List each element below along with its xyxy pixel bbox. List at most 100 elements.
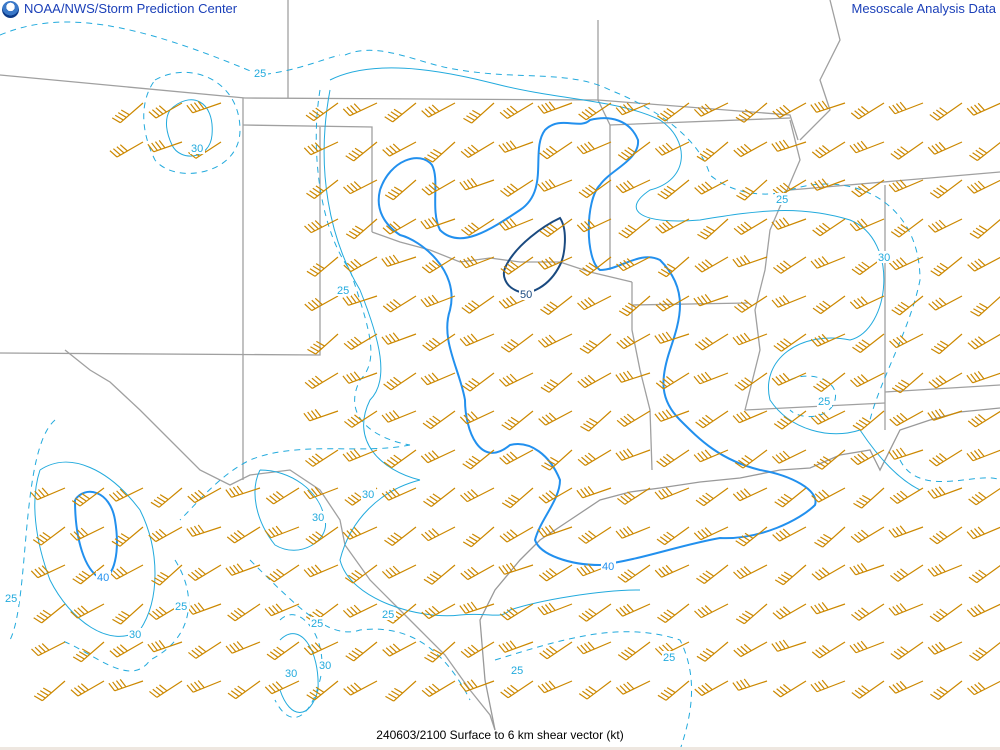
wind-barb: [928, 449, 963, 467]
wind-barb: [306, 179, 339, 199]
wind-barb: [969, 641, 1000, 661]
wind-barb: [424, 141, 456, 163]
wind-barb: [342, 526, 378, 540]
contour-label: 25: [663, 652, 675, 664]
wind-barb-stroke: [735, 526, 768, 547]
wind-barb-stroke: [303, 486, 339, 500]
wind-barb: [111, 526, 144, 547]
wind-barb-stroke: [615, 179, 651, 194]
wind-barb-stroke: [696, 641, 729, 662]
wind-barb: [617, 487, 651, 505]
wind-barb: [72, 641, 105, 663]
wind-barb-stroke: [966, 102, 1000, 116]
wind-barb-stroke: [927, 641, 963, 655]
wind-barb: [927, 641, 963, 655]
wind-barb: [810, 679, 846, 693]
wind-barb-stroke: [498, 218, 534, 231]
wind-barb-stroke: [577, 449, 612, 466]
wind-barb: [966, 179, 1000, 194]
wind-barb-stroke: [578, 603, 612, 622]
wind-barb: [654, 409, 690, 422]
wind-barb-stroke: [852, 333, 885, 353]
wind-barb-stroke: [538, 487, 573, 504]
wind-barb: [929, 102, 963, 121]
wind-barb-stroke: [499, 102, 534, 119]
wind-barb-stroke: [657, 680, 690, 701]
wind-barb: [227, 603, 261, 622]
east-border: [799, 0, 841, 141]
wind-barb: [541, 449, 573, 471]
wind-barb-stroke: [303, 141, 339, 156]
wind-barb: [264, 603, 300, 617]
wind-barb: [420, 372, 456, 386]
wind-barb: [577, 372, 612, 389]
sabine-river: [631, 282, 653, 471]
wind-barb-stroke: [850, 102, 885, 120]
wind-barb: [732, 487, 768, 502]
wind-barb-stroke: [929, 526, 963, 545]
wind-barb-stroke: [187, 564, 222, 581]
wind-barb: [459, 679, 495, 692]
noaa-logo-icon: [2, 1, 19, 18]
wind-barb: [657, 603, 690, 623]
wind-barb: [499, 102, 534, 119]
wind-barb: [460, 141, 495, 158]
wind-barb-stroke: [851, 680, 885, 699]
wind-barb-stroke: [774, 564, 807, 586]
wind-barb-stroke: [771, 639, 807, 652]
wind-barb-stroke: [423, 564, 456, 585]
gulf-coast: [479, 407, 1000, 731]
wind-barb-stroke: [927, 141, 963, 155]
wind-barb: [459, 601, 495, 614]
wind-barb-stroke: [186, 680, 222, 693]
wind-barb: [888, 447, 924, 460]
rio-grande: [64, 349, 496, 731]
wind-barb-stroke: [733, 218, 768, 235]
wind-barb: [812, 295, 846, 315]
wind-barb-stroke: [461, 218, 495, 236]
wind-barb: [810, 256, 846, 269]
contour-label-bg: [284, 667, 299, 679]
wind-barb: [109, 641, 144, 658]
wind-barb-stroke: [460, 641, 495, 658]
wind-barb-stroke: [266, 641, 300, 661]
wind-barb-stroke: [888, 447, 924, 460]
wind-barb-stroke: [654, 331, 690, 344]
wind-barb: [966, 448, 1000, 462]
wind-barb-stroke: [342, 603, 378, 618]
wind-barb: [850, 102, 885, 120]
wind-barb-stroke: [657, 603, 690, 623]
wind-barb: [811, 141, 846, 159]
wind-barb-stroke: [420, 372, 456, 386]
mesoscale-analysis-title[interactable]: Mesoscale Analysis Data: [851, 1, 996, 16]
wind-barb-stroke: [966, 526, 1000, 540]
wind-barb: [70, 680, 105, 697]
wind-barb: [774, 564, 807, 586]
wind-barb-stroke: [655, 372, 690, 390]
wind-barb: [772, 603, 807, 620]
wind-barb-stroke: [579, 256, 612, 276]
wind-barb-stroke: [424, 141, 456, 163]
wind-barb: [306, 680, 339, 701]
contour-label: 30: [129, 629, 141, 641]
wind-barb: [969, 218, 1000, 239]
wind-barb-stroke: [966, 370, 1000, 384]
wind-barb-stroke: [459, 255, 495, 269]
wind-barb-stroke: [345, 218, 378, 240]
spc-title[interactable]: NOAA/NWS/Storm Prediction Center: [24, 1, 238, 16]
wind-barb: [849, 295, 885, 310]
wind-barb: [344, 410, 378, 428]
wind-barb: [186, 524, 222, 537]
wind-barb: [539, 141, 573, 160]
contour-label-bg: [336, 284, 351, 296]
wind-barb: [615, 680, 651, 695]
wind-barb-stroke: [384, 102, 417, 123]
wind-barb-stroke: [891, 372, 924, 394]
wind-barb-stroke: [969, 641, 1000, 661]
wind-barb-stroke: [734, 295, 768, 313]
wind-barb-stroke: [810, 601, 846, 615]
wind-barb: [342, 603, 378, 618]
wind-barb: [459, 255, 495, 269]
wind-barb-stroke: [812, 295, 846, 315]
wind-barb: [888, 179, 924, 193]
